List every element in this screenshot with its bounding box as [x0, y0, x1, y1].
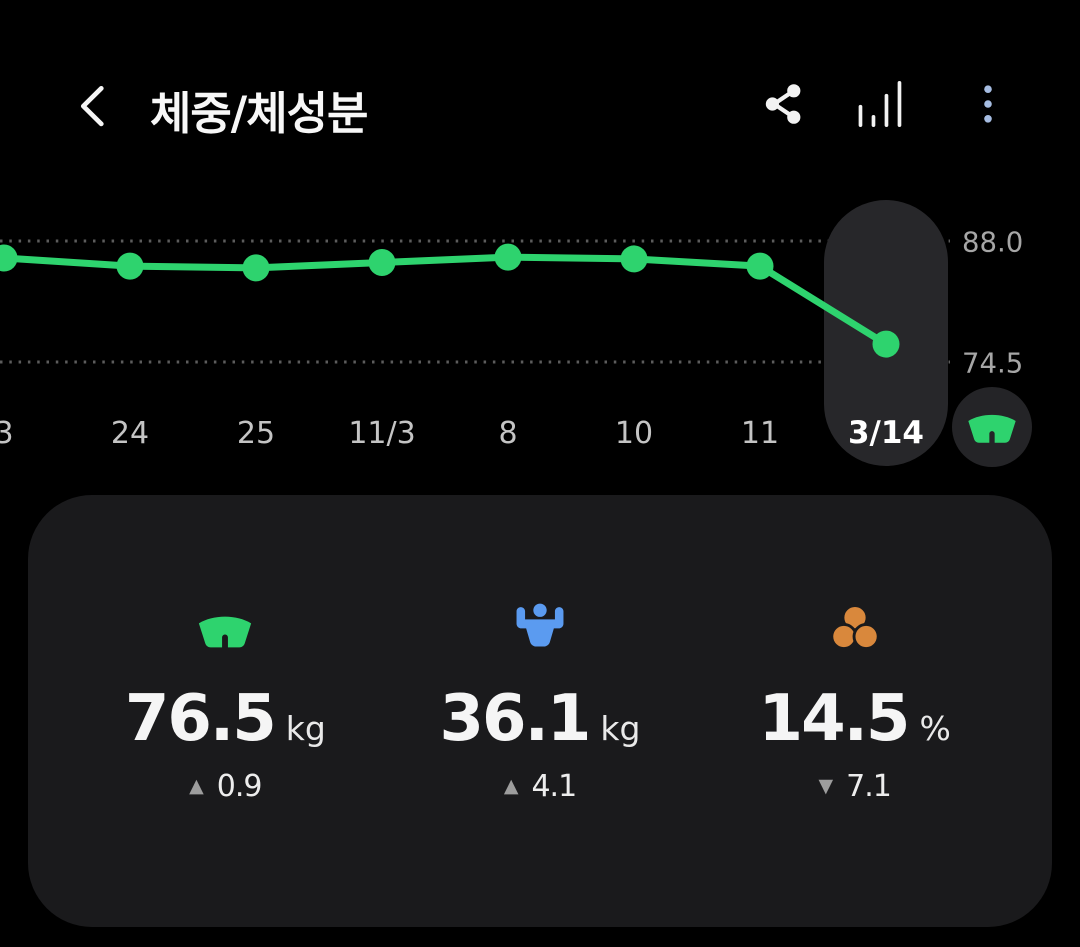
- stat-weight: 76.5 kg ▲ 0.9: [68, 597, 383, 804]
- x-axis-label[interactable]: 25: [237, 416, 275, 451]
- fat-delta-value: 7.1: [846, 768, 892, 804]
- data-point[interactable]: [242, 254, 270, 282]
- share-button[interactable]: [756, 76, 812, 132]
- data-point[interactable]: [872, 330, 900, 358]
- weight-delta-value: 0.9: [216, 768, 263, 804]
- fat-value-row: 14.5 %: [758, 682, 951, 757]
- data-point[interactable]: [0, 244, 18, 272]
- bar-chart-icon: [853, 78, 905, 130]
- page-title: 체중/체성분: [150, 87, 368, 140]
- share-icon: [760, 80, 808, 128]
- x-axis-label[interactable]: 10: [615, 416, 653, 451]
- y-axis-label: 88.0: [962, 227, 1023, 259]
- data-point[interactable]: [620, 245, 648, 273]
- muscle-value-row: 36.1 kg: [439, 682, 641, 757]
- delta-down-icon: ▼: [818, 774, 834, 797]
- data-point[interactable]: [494, 243, 522, 271]
- stat-skeletal-muscle: 36.1 kg ▲ 4.1: [383, 597, 698, 804]
- x-axis-label[interactable]: 3/14: [848, 415, 924, 451]
- weight-scale-icon: [963, 398, 1021, 456]
- muscle-value: 36.1: [439, 682, 592, 756]
- data-point[interactable]: [746, 252, 774, 280]
- weight-value-row: 76.5 kg: [124, 682, 326, 757]
- app-bar: 체중/체성분: [0, 0, 1080, 170]
- muscle-delta: ▲ 4.1: [503, 768, 577, 804]
- skeletal-muscle-icon: [508, 597, 572, 663]
- x-axis-label[interactable]: 11/3: [348, 416, 415, 451]
- x-axis-label[interactable]: 3: [0, 416, 14, 451]
- chart-view-button[interactable]: [848, 74, 910, 134]
- more-vertical-icon: [978, 82, 998, 126]
- data-point[interactable]: [368, 249, 396, 277]
- back-button[interactable]: [62, 72, 128, 138]
- chart-canvas[interactable]: 3 24 25 11/3 8 10 11 3/14 88.0 74.5: [0, 190, 1080, 472]
- weight-delta: ▲ 0.9: [189, 768, 263, 804]
- delta-up-icon: ▲: [189, 774, 204, 797]
- more-options-button[interactable]: [964, 76, 1012, 132]
- fat-value: 14.5: [758, 682, 911, 756]
- muscle-unit: kg: [600, 709, 641, 748]
- x-axis-label[interactable]: 24: [111, 416, 149, 451]
- weight-line: [0, 253, 890, 348]
- delta-up-icon: ▲: [503, 774, 519, 797]
- body-composition-card: 76.5 kg ▲ 0.9 36.1 kg ▲ 4.1: [28, 495, 1052, 927]
- back-chevron-icon: [68, 78, 122, 132]
- muscle-delta-value: 4.1: [531, 768, 577, 804]
- y-axis-label: 74.5: [962, 348, 1023, 380]
- weight-trend-chart[interactable]: 3 24 25 11/3 8 10 11 3/14 88.0 74.5: [0, 190, 1080, 472]
- stat-body-fat: 14.5 % ▼ 7.1: [697, 597, 1012, 804]
- data-point[interactable]: [116, 252, 144, 280]
- weight-scale-button[interactable]: [952, 387, 1032, 467]
- x-axis-label[interactable]: 11: [741, 416, 779, 451]
- x-axis-label[interactable]: 8: [498, 416, 517, 451]
- fat-unit: %: [919, 709, 951, 748]
- weight-scale-icon: [193, 597, 257, 663]
- weight-unit: kg: [285, 709, 326, 748]
- fat-delta: ▼ 7.1: [818, 768, 892, 804]
- body-fat-icon: [826, 597, 884, 663]
- weight-value: 76.5: [124, 682, 277, 756]
